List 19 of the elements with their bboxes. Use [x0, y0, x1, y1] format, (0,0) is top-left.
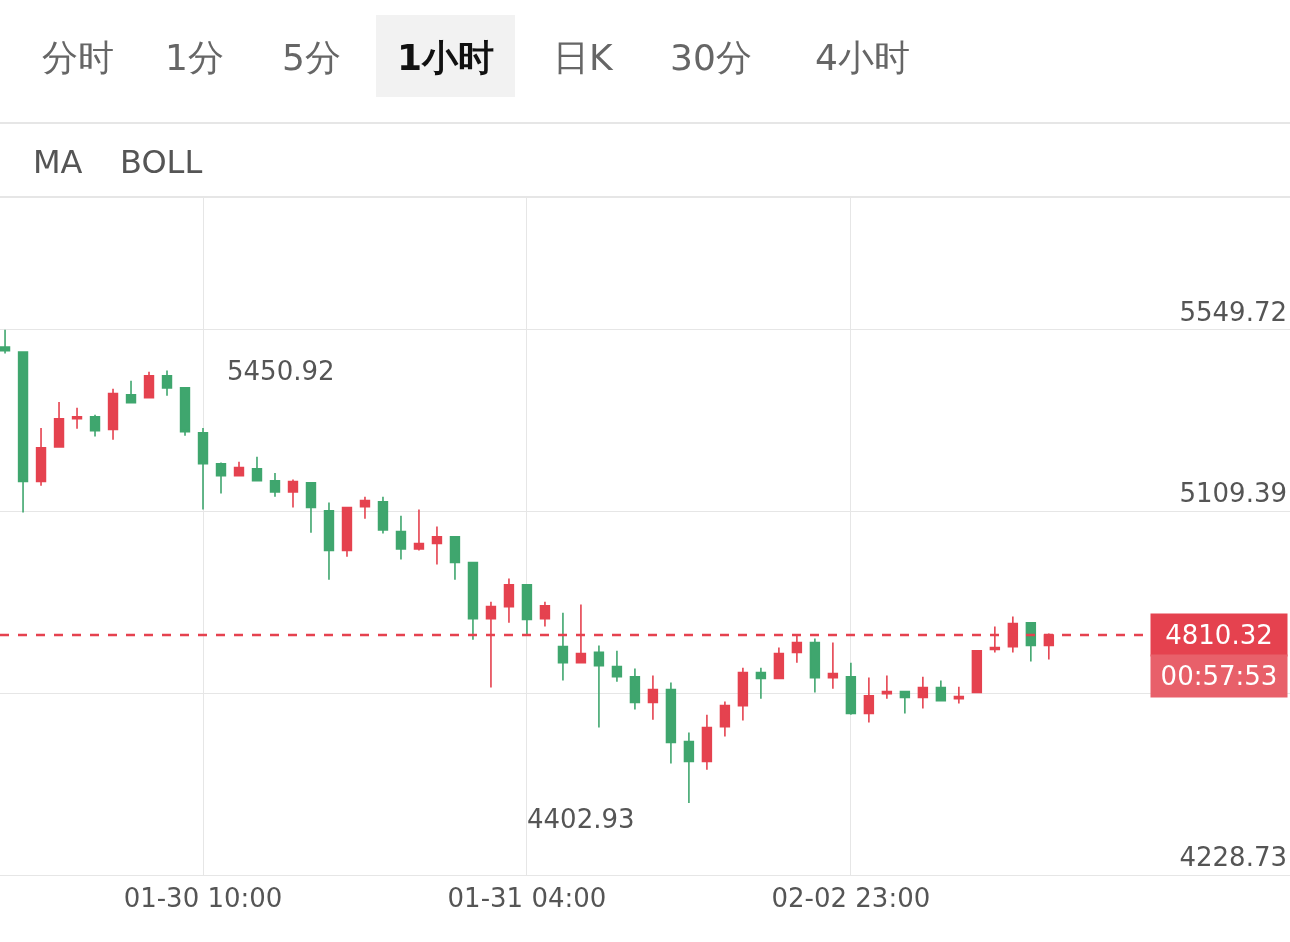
y-tick-label: 4228.73	[1179, 841, 1287, 872]
text: 30分	[670, 37, 752, 78]
text: 日K	[553, 37, 614, 78]
annotation: 4402.93	[527, 804, 635, 834]
text: 1小时	[397, 37, 495, 78]
text: MA	[33, 143, 83, 181]
text: 00:57:53	[1160, 661, 1278, 691]
ref-line-label: 4810.32	[1165, 620, 1273, 650]
text: BOLL	[120, 143, 203, 181]
x-tick-label: 01-31 04:00	[447, 883, 607, 914]
text: 分时	[42, 37, 114, 78]
text: 1分	[165, 37, 224, 78]
text: 5分	[282, 37, 341, 78]
x-tick-label: 01-30 10:00	[123, 883, 283, 914]
y-tick-label: 5109.39	[1179, 478, 1287, 509]
text: 4小时	[815, 37, 910, 78]
x-tick-label: 02-02 23:00	[771, 883, 931, 914]
y-tick-label: 5549.72	[1179, 296, 1287, 327]
annotation: 5450.92	[227, 356, 335, 386]
